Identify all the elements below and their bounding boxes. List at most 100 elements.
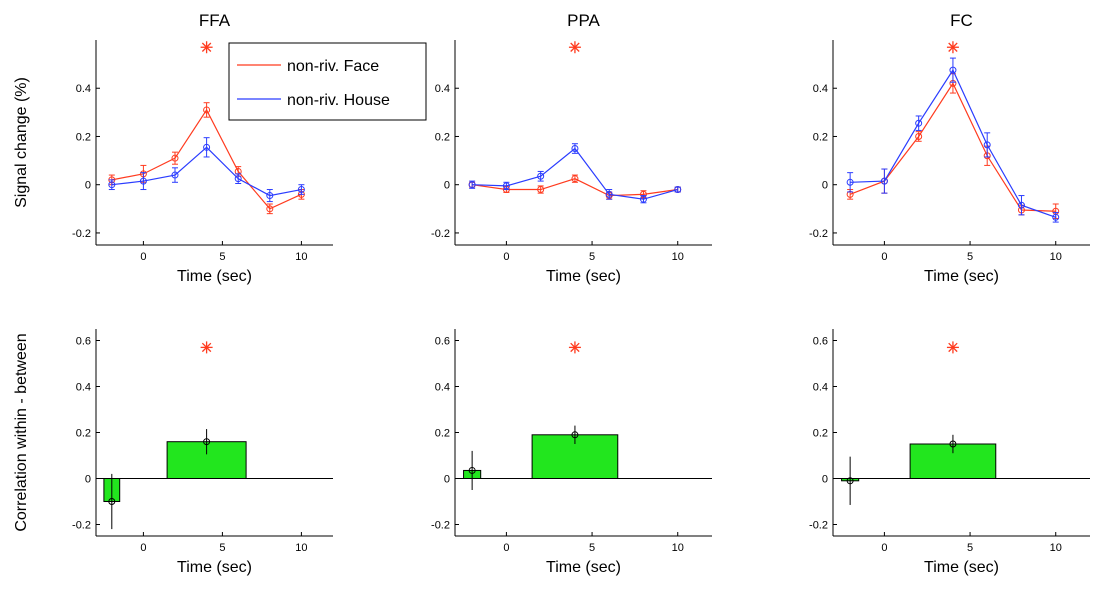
y-tick-label: 0.2 [435,131,450,143]
data-point [639,195,647,203]
significance-star [568,41,581,54]
data-point [1017,201,1025,209]
y-tick-label: 0 [85,180,91,192]
panel-2: -0.2 0 0.2 0.4 0 5 10 Time (sec) PPA [431,11,712,285]
significance-star [946,341,959,354]
data-point [846,178,854,186]
legend-label: non-riv. Face [287,58,379,75]
data-point [139,177,147,185]
x-tick-label: 0 [881,542,887,554]
y-tick-label: 0.4 [76,382,91,394]
significance-star [946,41,959,54]
star-ray [201,342,212,353]
x-tick-label: 5 [589,251,595,263]
data-point [846,477,854,485]
panel-5: -0.2 0 0.2 0.4 0.6 0 5 10 Time (sec) [431,329,712,576]
y-tick-label: 0.2 [813,428,828,440]
data-point [605,190,613,198]
data-point [108,181,116,189]
data-point [203,438,211,446]
data-point [108,498,116,505]
series-line [472,147,678,200]
y-tick-label: -0.2 [431,520,450,532]
data-point [266,205,274,213]
panel-title: PPA [567,11,600,30]
y-tick-label: 0 [822,180,828,192]
data-point [571,175,579,183]
x-tick-label: 5 [967,251,973,263]
x-tick-label: 5 [219,542,225,554]
data-point [266,192,274,200]
y-tick-label: 0.6 [435,336,450,348]
x-tick-label: 10 [1050,251,1062,263]
panel-title: FC [950,11,973,30]
y-axis-label: Correlation within - between [13,333,30,531]
x-axis-label: Time (sec) [177,268,252,285]
y-tick-label: 0 [822,474,828,486]
star-ray [570,342,580,353]
data-point [571,145,579,153]
y-tick-label: 0.6 [813,336,828,348]
star-ray [201,42,212,52]
data-point [468,181,476,189]
legend: non-riv. Face non-riv. House [228,42,427,121]
data-point [203,143,211,151]
data-point [915,132,923,140]
data-point [949,66,957,74]
panel-title: FFA [199,11,231,30]
panel-4: -0.2 0 0.2 0.4 0.6 0 5 10 Time (sec) Correlation … [13,329,333,576]
series-line [111,108,302,210]
significance-star [200,341,213,354]
x-tick-label: 10 [1050,542,1062,554]
x-tick-label: 10 [295,542,307,554]
panel-6: -0.2 0 0.2 0.4 0.6 0 5 10 Time (sec) [809,329,1090,576]
x-tick-label: 0 [140,542,146,554]
x-tick-label: 0 [140,251,146,263]
y-tick-label: 0.4 [435,83,450,95]
series-2 [846,57,1060,223]
x-tick-label: 5 [967,542,973,554]
y-tick-label: 0 [444,474,450,486]
y-tick-label: 0.4 [813,83,828,95]
x-axis-label: Time (sec) [924,268,999,285]
significance-star [200,41,213,54]
legend-box [228,42,427,121]
y-tick-label: 0.6 [76,336,91,348]
x-tick-label: 5 [589,542,595,554]
data-point [468,466,476,474]
y-tick-label: 0.2 [813,131,828,143]
y-tick-label: -0.2 [72,520,91,532]
data-point [234,175,242,183]
x-tick-label: 5 [219,251,225,263]
y-tick-label: 0.4 [813,382,828,394]
series-line [849,82,1056,212]
data-point [537,186,545,194]
y-tick-label: 0.4 [76,83,91,95]
y-tick-label: 0.4 [435,382,450,394]
series-1 [468,174,682,200]
data-point [537,172,545,180]
x-axis-label: Time (sec) [924,559,999,576]
data-point [674,186,682,194]
data-point [203,106,211,114]
legend-label: non-riv. House [287,92,390,109]
y-tick-label: 0 [444,180,450,192]
y-tick-label: 0.2 [76,428,91,440]
data-point [983,141,991,149]
data-point [297,186,305,194]
star-ray [570,42,580,52]
star-ray [948,342,958,353]
data-point [880,177,888,185]
series-2 [108,137,305,203]
x-axis-label: Time (sec) [177,559,252,576]
data-point [915,119,923,127]
data-point [571,431,579,439]
significance-star [568,341,581,354]
y-tick-label: -0.2 [809,228,828,240]
x-tick-label: 0 [503,251,509,263]
data-point [502,182,510,190]
series-2 [468,143,682,204]
y-tick-label: -0.2 [72,228,91,240]
data-point [1052,213,1060,221]
